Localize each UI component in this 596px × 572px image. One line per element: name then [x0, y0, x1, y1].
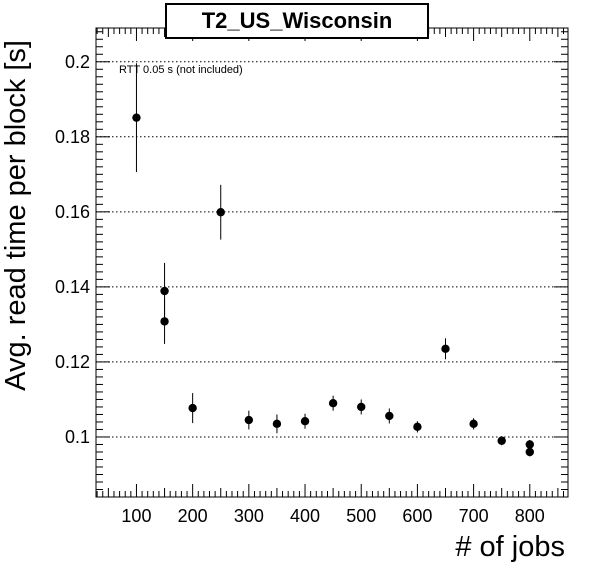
grid	[96, 61, 568, 438]
data-point	[357, 402, 366, 412]
y-tick-label: 0.18	[55, 127, 90, 147]
title-box: T2_US_Wisconsin	[165, 3, 429, 39]
x-axis-title: # of jobs	[455, 531, 565, 563]
data-point	[525, 440, 534, 449]
data-point	[160, 286, 169, 296]
x-tick-label: 500	[346, 506, 376, 526]
axis-ticks	[96, 28, 568, 498]
x-tick-label: 100	[121, 506, 151, 526]
x-tick-label: 600	[402, 506, 432, 526]
y-tick-label: 0.16	[55, 202, 90, 222]
data-point	[525, 447, 534, 457]
data-point	[497, 436, 506, 445]
data-point	[441, 344, 450, 353]
y-tick-label: 0.1	[65, 427, 90, 447]
y-tick-label: 0.14	[55, 277, 90, 297]
x-tick-label: 300	[234, 506, 264, 526]
data-point	[413, 422, 422, 432]
y-axis-title: Avg. read time per block [s]	[0, 40, 32, 391]
data-point	[328, 399, 338, 408]
data-point	[244, 415, 254, 425]
x-tick-label: 800	[515, 506, 545, 526]
data-point	[272, 419, 282, 429]
data-point	[469, 419, 478, 429]
tick-labels: 100 200 300 400 500 600 700 800 0.1 0.12 0.14 0.16 0…	[55, 52, 545, 526]
annotation: RTT 0.05 s (not included)	[119, 64, 243, 76]
title-box-frame	[165, 3, 429, 39]
x-tick-label: 200	[178, 506, 208, 526]
data-point	[188, 403, 197, 413]
data-point	[160, 317, 169, 326]
data-point	[132, 113, 141, 122]
x-tick-label: 400	[290, 506, 320, 526]
x-tick-label: 700	[459, 506, 489, 526]
chart-title: T2_US_Wisconsin	[202, 8, 393, 33]
y-tick-label: 0.12	[55, 352, 90, 372]
data-points	[132, 63, 534, 457]
y-tick-label: 0.2	[65, 52, 90, 72]
data-point	[385, 411, 394, 421]
data-point	[300, 417, 310, 426]
data-point	[216, 208, 225, 217]
